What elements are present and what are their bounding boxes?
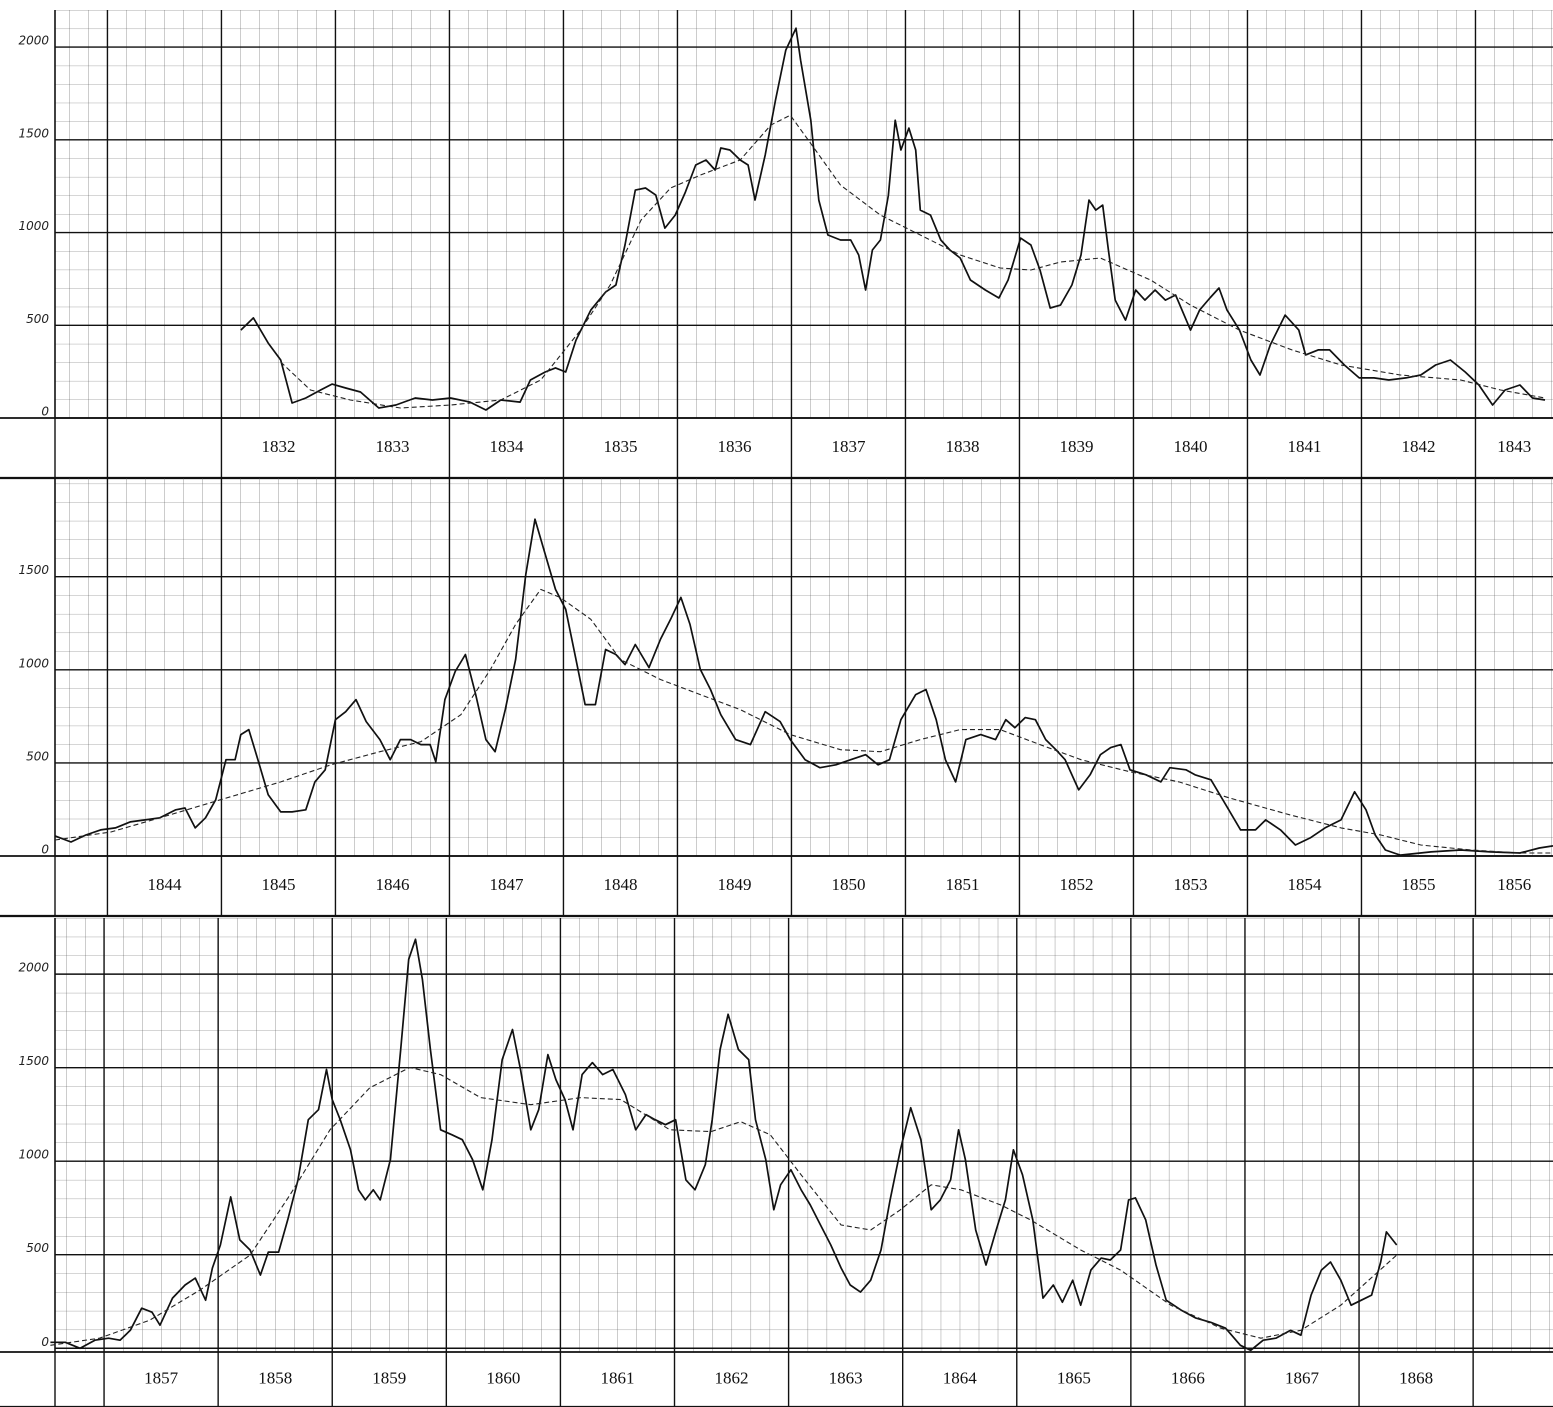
y-tick-label: 1500: [18, 1054, 49, 1068]
y-tick-label: 0: [41, 843, 49, 857]
y-tick-label: 1500: [18, 563, 49, 577]
year-label: 1853: [1173, 875, 1207, 894]
y-tick-label: 1000: [18, 656, 49, 670]
y-tick-label: 2000: [18, 961, 49, 975]
y-tick-label: 500: [26, 749, 49, 763]
minor-grid: [55, 478, 1553, 856]
year-label: 1834: [489, 437, 524, 456]
year-label: 1862: [715, 1368, 749, 1387]
smoothed-line: [54, 588, 1553, 854]
year-label: 1839: [1059, 437, 1093, 456]
y-tick-label: 0: [41, 1335, 49, 1349]
year-label: 1838: [945, 437, 979, 456]
y-tick-label: 1000: [18, 1148, 49, 1162]
year-label: 1858: [258, 1368, 292, 1387]
year-label: 1852: [1059, 875, 1093, 894]
year-label: 1867: [1285, 1368, 1320, 1387]
minor-grid: [55, 918, 1553, 1352]
y-tick-label: 1000: [18, 219, 49, 233]
minor-grid: [55, 10, 1553, 418]
year-label: 1835: [603, 437, 637, 456]
year-label: 1845: [261, 875, 295, 894]
year-label: 1849: [717, 875, 751, 894]
y-tick-label: 1500: [18, 126, 49, 140]
panel: 0 500 1000 1500 2000 1857 1858 1859 1860 1861 1862…: [0, 918, 1553, 1407]
year-label: 1857: [144, 1368, 179, 1387]
year-label: 1859: [372, 1368, 406, 1387]
year-label: 1842: [1401, 437, 1435, 456]
year-label: 1855: [1401, 875, 1435, 894]
year-label: 1844: [147, 875, 182, 894]
year-label: 1846: [375, 875, 409, 894]
year-label: 1850: [831, 875, 865, 894]
year-label: 1866: [1171, 1368, 1205, 1387]
year-label: 1848: [603, 875, 637, 894]
year-label: 1840: [1173, 437, 1207, 456]
year-label: 1833: [375, 437, 409, 456]
year-label: 1865: [1057, 1368, 1091, 1387]
data-line: [50, 938, 1398, 1352]
year-label: 1861: [600, 1368, 634, 1387]
data-line: [54, 518, 1553, 856]
y-tick-label: 0: [41, 405, 49, 419]
year-label: 1837: [831, 437, 866, 456]
year-label: 1863: [829, 1368, 863, 1387]
y-tick-label: 500: [26, 1241, 49, 1255]
year-label: 1860: [486, 1368, 520, 1387]
year-label: 1832: [261, 437, 295, 456]
year-label: 1868: [1399, 1368, 1433, 1387]
panel: 0 500 1000 1500 2000 1832 1833 1834 1835 1836 1837…: [0, 10, 1553, 480]
year-label: 1841: [1287, 437, 1321, 456]
smoothed-line: [50, 1066, 1398, 1346]
year-label: 1851: [945, 875, 979, 894]
year-label: 1843: [1497, 437, 1531, 456]
data-line: [240, 27, 1546, 411]
y-tick-label: 500: [26, 312, 49, 326]
year-label: 1847: [489, 875, 524, 894]
year-label: 1864: [943, 1368, 978, 1387]
panel: 0 500 1000 1500 1844 1845 1846 1847 1848 1849 1850…: [0, 478, 1553, 918]
year-label: 1856: [1497, 875, 1531, 894]
smoothed-line: [280, 114, 1546, 409]
y-tick-label: 2000: [18, 34, 49, 48]
year-label: 1836: [717, 437, 751, 456]
year-label: 1854: [1287, 875, 1322, 894]
